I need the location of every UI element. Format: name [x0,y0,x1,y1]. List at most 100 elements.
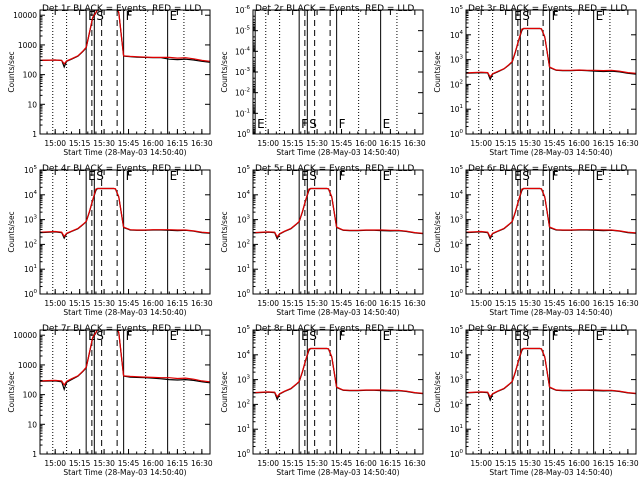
plot-frame [252,329,424,455]
y-tick-label: 102 [450,399,463,409]
y-tick-label: 100 [450,289,464,299]
y-tick-label: 10-6 [235,5,251,15]
plot-frame [39,329,211,455]
chart-panel: E S F E15:00 15:15 15:30 15:45 16:00 16:15 16:301… [7,164,213,317]
y-tick-label: 105 [237,325,251,335]
y-axis-label: Counts/sec [433,51,442,92]
x-tick-label: 15:45 [331,139,353,148]
y-tick-label: 10-5 [235,26,251,36]
y-tick-label: 10 [27,100,37,109]
chart-panel: E S F E15:00 15:15 15:30 15:45 16:00 16:15 16:301… [433,324,639,477]
x-tick-label: 15:15 [495,139,517,148]
x-tick-label: 16:30 [191,459,213,468]
y-tick-label: 10-1 [235,108,250,118]
x-tick-label: 16:30 [404,299,426,308]
chart-title: Det 5r BLACK = Events, RED = LLD [255,164,414,174]
x-tick-label: 16:30 [191,299,213,308]
chart-title: Det 8r BLACK = Events, RED = LLD [255,324,414,334]
y-tick-label: 100 [450,449,464,459]
x-tick-label: 15:00 [470,139,492,148]
event-marker-label: F [552,169,559,183]
x-tick-label: 15:45 [544,299,566,308]
chart-panel: E S F E15:00 15:15 15:30 15:45 16:00 16:15 16:301… [7,4,213,157]
series-line-events [466,347,636,402]
chart-title: Det 2r BLACK = Events, RED = LLD [255,4,414,14]
y-tick-label: 101 [450,264,463,274]
y-tick-label: 10-3 [235,67,251,77]
y-tick-label: 104 [450,350,464,360]
x-tick-label: 16:00 [568,299,590,308]
y-tick-label: 103 [237,375,251,385]
x-tick-label: 15:30 [519,299,541,308]
series-line-lld [253,187,423,239]
x-tick-label: 16:15 [167,299,189,308]
x-tick-label: 15:15 [282,299,304,308]
event-marker-label: E [383,169,391,183]
x-tick-label: 16:15 [593,139,615,148]
event-marker-label: S [522,329,530,343]
x-tick-label: 16:00 [142,139,164,148]
event-marker-label: S [96,9,104,23]
event-marker-label: F [552,9,559,23]
x-tick-label: 15:15 [69,139,91,148]
event-marker-label: F [339,329,346,343]
series-line-events [466,187,636,241]
y-tick-label: 102 [237,239,250,249]
series-line-events [253,187,423,241]
event-marker-label: E [383,329,391,343]
series-line-lld [466,187,636,239]
x-tick-label: 16:00 [355,459,377,468]
x-tick-label: 15:45 [331,459,353,468]
y-tick-label: 100 [23,391,38,400]
plot-frame [252,169,424,295]
y-tick-label: 105 [237,165,251,175]
event-marker-label: F [126,329,133,343]
x-tick-label: 15:30 [519,459,541,468]
y-tick-label: 103 [24,215,38,225]
series-line-lld [466,347,636,399]
y-tick-label: 102 [237,399,250,409]
x-tick-label: 15:30 [93,459,115,468]
y-tick-label: 100 [24,289,38,299]
x-tick-label: 15:00 [44,299,66,308]
y-tick-label: 10000 [13,11,37,20]
x-tick-label: 15:45 [544,459,566,468]
y-tick-label: 10-2 [235,88,250,98]
y-axis-label: Counts/sec [7,211,16,252]
y-tick-label: 100 [23,71,38,80]
y-tick-label: 101 [450,424,463,434]
x-tick-label: 16:15 [593,459,615,468]
event-marker-label: F [339,117,346,131]
event-marker-label: E [596,169,604,183]
series-line-lld [253,347,423,399]
y-tick-label: 1 [32,450,37,459]
event-marker-label: S [96,169,104,183]
x-tick-label: 15:30 [519,139,541,148]
y-tick-label: 10000 [13,331,37,340]
event-marker-label: S [522,9,530,23]
y-tick-label: 104 [24,190,38,200]
x-tick-label: 15:30 [93,139,115,148]
event-marker-label: S [309,117,317,131]
x-tick-label: 15:15 [282,139,304,148]
plot-frame [465,329,637,455]
plot-frame [39,169,211,295]
x-tick-label: 16:15 [593,299,615,308]
x-tick-label: 15:15 [69,459,91,468]
x-tick-label: 16:00 [142,299,164,308]
event-marker-label: S [96,329,104,343]
y-tick-label: 102 [450,79,463,89]
x-tick-label: 15:30 [93,299,115,308]
x-tick-label: 15:15 [282,459,304,468]
x-axis-label: Start Time (28-May-03 14:50:40) [63,468,186,477]
x-tick-label: 15:00 [44,139,66,148]
x-tick-label: 15:00 [257,139,279,148]
series-line-lld [466,27,636,78]
y-tick-label: 103 [237,215,251,225]
x-tick-label: 15:45 [118,299,140,308]
event-marker-label: E [170,329,178,343]
y-tick-label: 10-4 [235,46,251,56]
x-tick-label: 16:15 [167,139,189,148]
event-marker-label: F [339,169,346,183]
